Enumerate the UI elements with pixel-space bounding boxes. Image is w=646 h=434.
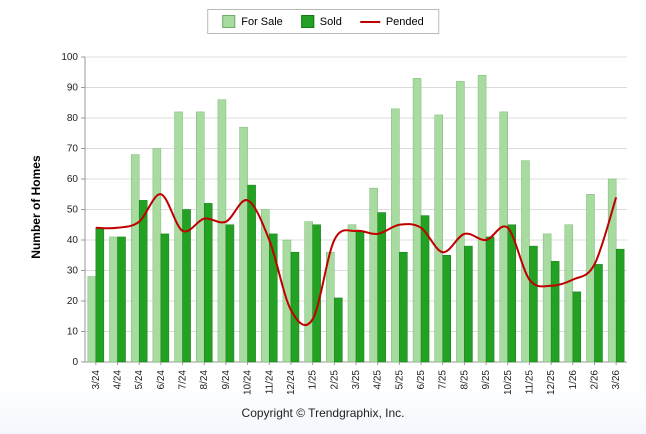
sold-bar bbox=[138, 200, 148, 363]
for-sale-bar bbox=[369, 187, 378, 363]
x-tick-label: 8/24 bbox=[199, 370, 210, 390]
for-sale-bar bbox=[542, 233, 552, 363]
y-tick-label: 20 bbox=[67, 296, 79, 307]
legend-label-for-sale: For Sale bbox=[241, 15, 283, 28]
for-sale-bar bbox=[564, 224, 574, 363]
x-tick-label: 7/24 bbox=[178, 370, 189, 390]
sold-bar bbox=[95, 227, 105, 363]
x-tick-label: 3/26 bbox=[611, 370, 622, 390]
sold-bar bbox=[247, 184, 256, 363]
x-tick-label: 5/24 bbox=[134, 370, 145, 390]
sold-bar bbox=[507, 224, 517, 363]
for-sale-bar bbox=[174, 111, 183, 363]
sold-bar bbox=[615, 248, 625, 363]
legend-item-for-sale: For Sale bbox=[222, 15, 283, 28]
sold-bar bbox=[442, 255, 451, 363]
for-sale-bar bbox=[326, 251, 335, 363]
copyright-text: Copyright © Trendgraphix, Inc. bbox=[241, 406, 405, 420]
for-sale-bar bbox=[195, 111, 205, 363]
for-sale-bar bbox=[391, 108, 400, 363]
x-tick-label: 4/24 bbox=[113, 370, 124, 390]
sold-bar bbox=[420, 215, 430, 363]
y-tick-label: 40 bbox=[67, 235, 79, 246]
sold-bar bbox=[117, 236, 126, 363]
sold-bar bbox=[399, 251, 408, 363]
x-tick-label: 12/25 bbox=[546, 370, 557, 395]
x-tick-label: 10/25 bbox=[503, 370, 514, 395]
x-tick-label: 11/24 bbox=[264, 370, 275, 395]
x-tick-label: 9/25 bbox=[481, 370, 492, 390]
y-tick-label: 80 bbox=[67, 113, 79, 124]
sold-bar bbox=[160, 233, 170, 363]
x-tick-label: 1/25 bbox=[308, 370, 319, 390]
x-tick-label: 11/25 bbox=[524, 370, 535, 395]
for-sale-bar bbox=[130, 154, 140, 363]
for-sale-bar bbox=[607, 178, 617, 363]
y-tick-label: 70 bbox=[67, 144, 79, 155]
for-sale-bar bbox=[152, 148, 162, 363]
for-sale-bar bbox=[217, 99, 227, 363]
x-tick-label: 6/24 bbox=[156, 370, 167, 390]
for-sale-bar bbox=[434, 114, 443, 363]
sold-bar bbox=[312, 224, 321, 363]
x-tick-label: 6/25 bbox=[416, 370, 427, 390]
pended-line-swatch-icon bbox=[359, 20, 380, 23]
for-sale-bar bbox=[412, 78, 422, 363]
y-tick-label: 90 bbox=[67, 83, 79, 94]
sold-bar bbox=[355, 230, 365, 363]
x-tick-label: 9/24 bbox=[221, 370, 232, 390]
for-sale-bar bbox=[586, 194, 595, 363]
y-tick-label: 10 bbox=[67, 327, 79, 338]
legend-item-pended: Pended bbox=[359, 15, 424, 28]
x-tick-label: 8/25 bbox=[459, 370, 470, 390]
sold-swatch-icon bbox=[300, 15, 314, 28]
sold-bar bbox=[269, 233, 278, 363]
x-tick-label: 12/24 bbox=[286, 370, 297, 395]
x-tick-label: 3/25 bbox=[351, 370, 362, 390]
x-tick-label: 5/25 bbox=[394, 370, 405, 390]
sold-bar bbox=[529, 245, 538, 363]
for-sale-bar bbox=[347, 224, 357, 363]
sold-bar bbox=[550, 261, 560, 363]
sold-bar bbox=[334, 297, 343, 363]
for-sale-bar bbox=[456, 81, 465, 363]
for-sale-bar bbox=[87, 276, 97, 363]
sold-bar bbox=[485, 236, 495, 363]
for-sale-bar bbox=[521, 160, 530, 363]
pended-line bbox=[95, 193, 618, 327]
x-tick-label: 4/25 bbox=[373, 370, 384, 390]
y-tick-label: 100 bbox=[61, 52, 78, 63]
for-sale-bar bbox=[109, 236, 118, 363]
legend: For Sale Sold Pended bbox=[207, 9, 439, 34]
y-tick-label: 50 bbox=[67, 205, 79, 216]
sold-bar bbox=[203, 203, 213, 363]
sold-bar bbox=[572, 291, 582, 363]
x-tick-label: 2/25 bbox=[329, 370, 340, 390]
legend-item-sold: Sold bbox=[300, 15, 342, 28]
legend-label-sold: Sold bbox=[319, 15, 342, 28]
for-sale-bar bbox=[499, 111, 509, 363]
legend-label-pended: Pended bbox=[385, 15, 424, 28]
for-sale-bar bbox=[304, 221, 313, 363]
y-tick-label: 60 bbox=[67, 174, 79, 185]
sold-bar bbox=[464, 245, 473, 363]
for-sale-bar bbox=[239, 126, 248, 363]
x-tick-label: 7/25 bbox=[438, 370, 449, 390]
y-tick-label: 0 bbox=[72, 357, 78, 368]
sold-bar bbox=[377, 212, 386, 363]
x-tick-label: 3/24 bbox=[91, 370, 102, 390]
sold-bar bbox=[182, 209, 191, 363]
for-sale-bar bbox=[477, 75, 487, 363]
x-tick-label: 2/26 bbox=[589, 370, 600, 390]
x-tick-label: 10/24 bbox=[243, 370, 254, 395]
sold-bar bbox=[290, 251, 300, 363]
for-sale-swatch-icon bbox=[222, 15, 236, 28]
sold-bar bbox=[594, 264, 603, 363]
sold-bar bbox=[225, 224, 235, 363]
y-tick-label: 30 bbox=[67, 266, 79, 277]
x-tick-label: 1/26 bbox=[568, 370, 579, 390]
